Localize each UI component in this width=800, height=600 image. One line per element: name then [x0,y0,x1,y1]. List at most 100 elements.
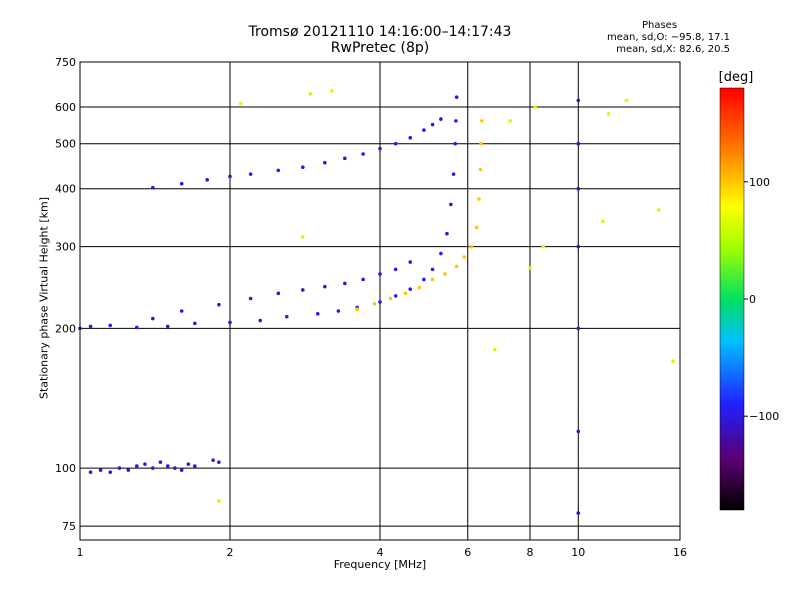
y-tick-label: 750 [55,56,76,69]
x-tick-label: 4 [377,546,384,559]
data-point [217,302,221,307]
data-point [301,288,305,292]
data-point [315,312,320,316]
data-point [453,141,457,146]
phase-stats-x: mean, sd,X: 82.6, 20.5 [616,44,730,55]
data-point [217,460,221,464]
data-point [454,95,459,99]
data-point [228,320,232,325]
data-point [443,272,447,276]
data-point [478,167,483,172]
data-point [143,462,147,466]
data-point [98,468,103,472]
data-point [108,470,113,474]
data-point [469,244,474,249]
data-point [479,141,483,146]
data-point [449,202,453,207]
data-point [205,178,209,182]
y-tick-label: 100 [55,462,76,475]
data-point [606,112,611,116]
data-point [576,326,581,331]
data-point [451,172,456,176]
x-axis-label: Frequency [MHz] [333,558,427,571]
data-point [576,244,581,249]
chart-title: Tromsø 20121110 14:16:00–14:17:43 [248,24,512,40]
data-point [134,325,139,330]
y-tick-label: 300 [55,241,76,254]
data-point [323,284,327,289]
y-tick-label: 500 [55,138,76,151]
data-point [477,197,481,201]
colorbar-tick-label: 100 [749,176,770,189]
data-point [151,185,155,190]
x-tick-label: 1 [77,546,84,559]
data-point [378,272,382,276]
data-point [528,266,532,270]
data-point [541,244,545,249]
data-point [439,251,443,256]
data-point [361,152,365,156]
data-point [361,277,365,282]
data-point [576,141,581,146]
data-point [493,347,497,352]
data-point [508,119,512,123]
data-point [422,277,426,282]
data-point [258,318,263,323]
data-point [88,470,93,474]
data-point [276,168,281,173]
phase-stats-header: Phases [641,20,678,31]
data-point [417,285,422,290]
data-point [388,296,393,301]
data-point [158,460,163,464]
data-point [378,146,382,151]
data-point [393,294,398,298]
data-point [248,296,253,301]
data-point [439,117,443,121]
phase-stats: Phases mean, sd,O: −95.8, 17.1 mean, sd,… [607,20,730,56]
data-point [165,324,170,329]
data-point [301,235,305,239]
data-point [576,186,581,191]
data-point [462,255,466,259]
data-point [276,291,281,296]
data-point [301,165,305,170]
y-tick-label: 75 [62,520,76,533]
data-point [284,314,289,319]
data-point [408,135,413,140]
data-point [422,128,426,132]
data-point [134,464,139,468]
x-tick-label: 8 [527,546,534,559]
data-point [151,466,155,470]
data-point [372,301,377,306]
y-tick-label: 600 [55,101,76,114]
data-point [173,466,177,470]
phase-stats-o: mean, sd,O: −95.8, 17.1 [607,32,730,43]
data-point [165,464,170,468]
data-point [117,466,122,470]
data-point [193,464,197,468]
data-point [108,323,113,328]
data-point [336,309,341,313]
data-point [474,225,479,230]
data-points [78,89,675,515]
data-point [445,231,449,236]
x-tick-label: 16 [673,546,687,559]
data-point [430,122,435,127]
data-point [454,119,458,123]
data-point [238,101,243,106]
data-point [186,462,191,466]
data-point [179,309,184,313]
data-point [656,208,661,212]
data-point [479,119,484,123]
chart-subtitle: RwPretec (8p) [330,40,430,56]
data-point [576,98,581,103]
data-point [343,281,347,286]
data-point [193,321,197,326]
colorbar-tick-label: 0 [749,293,756,306]
data-point [179,181,184,186]
y-tick-label: 400 [55,183,76,196]
data-point [576,429,581,434]
data-point [378,300,382,304]
colorbar-unit-label: [deg] [718,70,754,85]
